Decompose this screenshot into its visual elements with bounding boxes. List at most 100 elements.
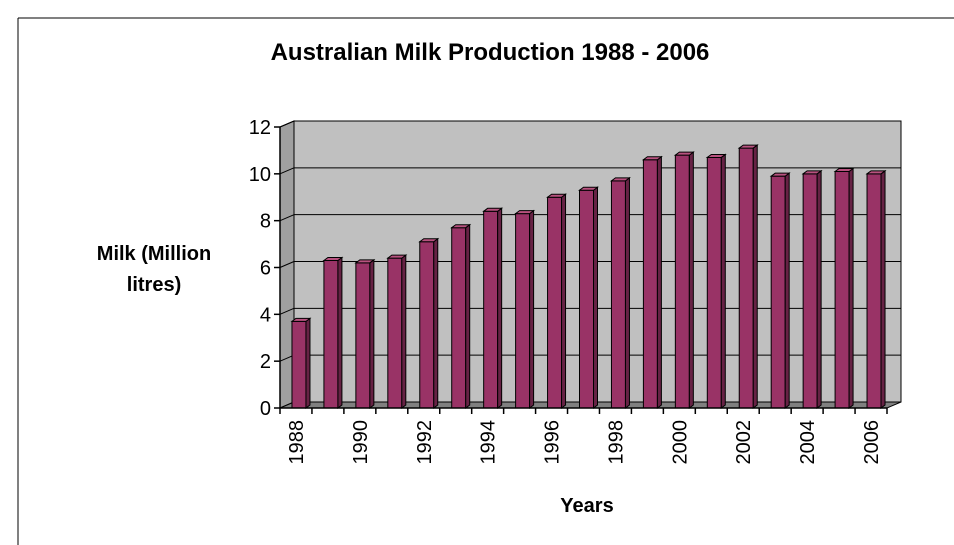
bar-side [624,176,630,409]
bar-front [610,180,626,409]
x-tick-labels: 1988 1990 1992 1994 1996 1998 2000 2002 2004 2006 [286,420,883,465]
y-tick-labels: 0 2 4 6 8 10 12 [249,117,271,420]
y-tick-label: 2 [260,351,271,373]
gridline-side [279,167,295,175]
bar-side [688,151,694,409]
x-tick-label: 1998 [605,420,627,465]
bar [546,193,568,409]
bar [705,153,727,409]
bar-front [451,227,467,409]
x-tick-label: 2004 [797,420,819,465]
x-tick-label: 2006 [861,420,883,465]
bar-side [720,153,726,409]
gridline-side [279,120,295,128]
bar-front [674,154,690,409]
bar [322,256,344,409]
y-tick-label: 4 [260,304,271,326]
bar-top [865,170,887,175]
bar-side [337,256,343,409]
y-tick-label: 6 [260,258,271,280]
bar [578,186,599,409]
bar-side [401,254,407,409]
x-tick-label: 1988 [286,420,308,465]
bar-top [546,193,568,198]
bar-front [547,196,563,409]
bar [354,258,376,409]
bar-front [642,159,658,409]
bar [641,155,663,409]
bar-top [801,170,823,175]
y-axis-label-line-1: Milk (Million [97,243,211,265]
bar-top [322,256,344,261]
bar-front [387,257,403,409]
x-axis-label: Years [560,495,613,517]
bar [450,223,472,409]
bar-top [514,210,536,215]
gridline-side [279,261,295,268]
y-tick-label: 0 [260,398,271,420]
bar-top [673,151,695,156]
bar-front [291,320,307,409]
bar-top [737,144,759,149]
bar-front [323,259,339,409]
bar-front [355,262,371,409]
y-tick-label: 8 [260,211,271,233]
bar-side [305,317,311,409]
bar [290,317,312,409]
y-tick-label: 12 [249,117,271,139]
bar-front [802,173,818,409]
bar-top [354,259,376,264]
bar-side [784,172,790,409]
y-axis-label-line-2: litres) [127,274,181,296]
bar [418,237,440,409]
bar [801,169,823,409]
bar [833,167,855,409]
bar-top [386,254,408,259]
bar-front [483,210,499,409]
bar-front [706,156,722,409]
bar-front [579,189,594,409]
x-tick-label: 1990 [350,420,372,465]
bar [865,169,887,409]
bar-side [816,169,822,409]
bar-side [656,155,662,409]
bar-top [450,224,472,229]
bars [290,144,887,409]
bar-top [609,177,631,182]
gridline-side [279,307,295,315]
bar-side [752,144,758,409]
bar-side [848,167,854,409]
bar-front [738,147,754,409]
bar-side [465,223,471,409]
bar-side [880,169,886,409]
x-tick-label: 1992 [414,420,436,465]
bar-top [833,167,855,172]
y-tick-label: 10 [249,164,271,186]
bar-side [433,237,439,409]
bar-side [529,209,535,409]
bar [514,209,536,409]
x-tick-label: 2002 [733,420,755,465]
bar-top [769,172,791,177]
x-tick-label: 1996 [542,420,564,465]
bar-top [482,207,504,212]
bar-top [290,317,312,322]
bar [737,144,759,409]
bar [609,176,631,409]
bar-side [497,207,503,409]
axes [274,126,888,414]
x-tick-label: 1994 [478,420,500,465]
bar [386,254,408,409]
bar-side [561,193,567,409]
gridline-side [279,214,295,222]
bar-front [419,241,435,409]
bar-side [369,258,375,409]
bar-front [770,175,786,409]
bar-top [578,186,599,191]
x-tick-label: 2000 [669,420,691,465]
bar-front [866,173,882,409]
bar-top [418,238,440,243]
bar-side [593,186,598,409]
